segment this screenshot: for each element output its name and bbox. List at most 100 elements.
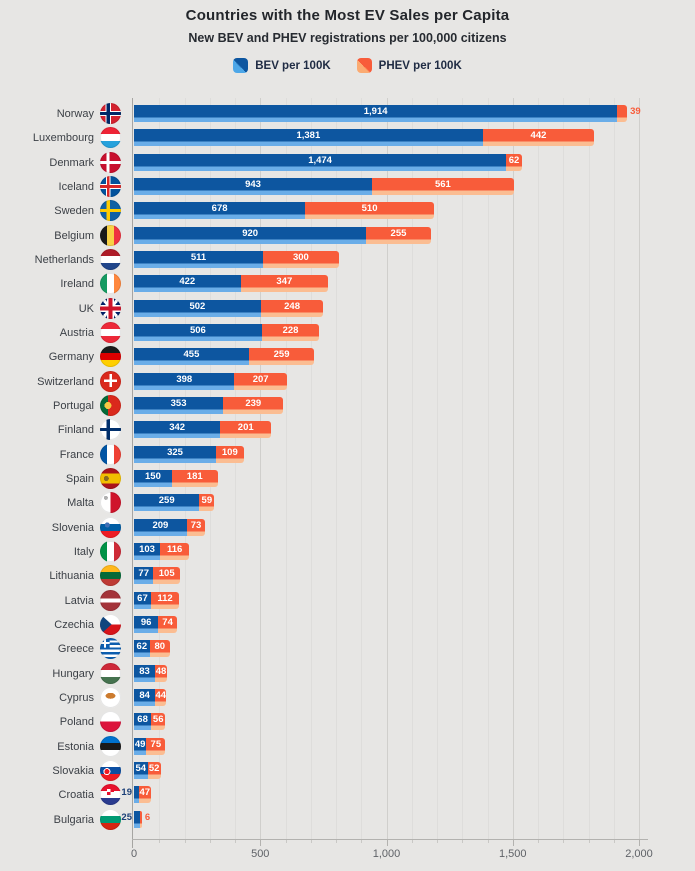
phev-value-label: 6 xyxy=(144,811,151,823)
chart-row: Bulgaria 25 6 xyxy=(0,808,695,832)
chart-row: Sweden 678 510 xyxy=(0,199,695,223)
bar-stack: 84 44 xyxy=(134,688,167,706)
bar-stack: 506 228 xyxy=(134,323,320,341)
italy-flag-icon xyxy=(100,540,121,562)
belgium-flag-icon xyxy=(100,224,121,246)
phev-value-label: 62 xyxy=(508,154,520,166)
bev-value-label: 62 xyxy=(136,641,148,653)
axis-minor-tick xyxy=(209,840,211,843)
phev-value-label: 347 xyxy=(276,276,293,288)
ireland-flag-icon xyxy=(100,273,121,295)
chart-title: Countries with the Most EV Sales per Cap… xyxy=(185,7,510,24)
bar-stack: 62 80 xyxy=(134,640,170,658)
axis-tick-label: 2,000 xyxy=(625,848,653,860)
bev-bar-segment xyxy=(134,786,139,804)
axis-minor-tick xyxy=(336,840,337,843)
country-label: Czechia xyxy=(54,618,94,631)
chart-row: Poland 68 56 xyxy=(0,710,695,734)
chart-row: Lithuania 77 105 xyxy=(0,564,695,588)
phev-value-label: 561 xyxy=(434,178,451,190)
bev-value-label: 103 xyxy=(139,543,155,555)
bev-bar-segment: 96 xyxy=(134,615,159,633)
bev-value-label: 353 xyxy=(170,397,187,409)
chart-row: UK 502 248 xyxy=(0,297,695,321)
chart-row: Spain 150 181 xyxy=(0,467,695,491)
chart-row: Denmark 1,474 62 xyxy=(0,151,695,175)
legend: BEV per 100K PHEV per 100K xyxy=(0,58,695,73)
bev-bar-segment xyxy=(134,810,141,828)
country-label: Italy xyxy=(73,545,94,558)
major-gridline xyxy=(639,98,640,839)
phev-bar-segment: 300 xyxy=(263,250,339,268)
bar-stack: 67 112 xyxy=(134,591,180,609)
chart-row: Ireland 422 347 xyxy=(0,272,695,296)
country-label: UK xyxy=(78,302,94,315)
bar-stack: 77 105 xyxy=(134,567,180,585)
bev-bar-segment: 150 xyxy=(134,469,172,487)
axis-minor-tick xyxy=(285,840,287,843)
bar-stack: 83 48 xyxy=(134,664,168,682)
country-label: Lithuania xyxy=(49,570,94,583)
phev-value-label: 52 xyxy=(148,762,160,774)
phev-value-label: 112 xyxy=(157,592,173,604)
phev-bar-segment: 73 xyxy=(186,518,206,536)
bar-stack: 943 561 xyxy=(134,177,514,195)
bev-bar-segment: 67 xyxy=(134,591,151,609)
country-label: Bulgaria xyxy=(53,813,94,826)
phev-value-label: 259 xyxy=(273,349,290,361)
phev-value-label: 239 xyxy=(245,397,262,409)
netherlands-flag-icon xyxy=(100,248,121,270)
axis-minor-tick xyxy=(563,840,565,843)
bar-stack: 1,381 442 xyxy=(134,129,595,147)
spain-flag-icon xyxy=(100,467,121,489)
bev-bar-segment: 54 xyxy=(134,761,148,779)
axis-minor-tick xyxy=(613,840,615,843)
country-label: Spain xyxy=(65,472,94,485)
chart-row: Hungary 83 48 xyxy=(0,662,695,686)
phev-bar-segment: 442 xyxy=(482,129,595,147)
bev-value-label: 209 xyxy=(152,519,169,531)
chart-row: Cyprus 84 44 xyxy=(0,686,695,710)
bar-stack: 209 73 xyxy=(134,518,206,536)
country-label: Croatia xyxy=(58,789,94,802)
axis-minor-tick xyxy=(310,840,312,843)
country-label: Portugal xyxy=(53,399,94,412)
phev-bar-segment: 347 xyxy=(240,275,329,293)
phev-value-label: 44 xyxy=(155,689,167,701)
chart-row: Germany 455 259 xyxy=(0,345,695,369)
bev-bar-segment: 342 xyxy=(134,421,221,439)
phev-bar-segment xyxy=(617,105,628,122)
bev-bar-segment: 353 xyxy=(134,396,224,414)
phev-value-label: 207 xyxy=(252,373,269,385)
iceland-flag-icon xyxy=(100,175,121,197)
bev-bar-segment: 422 xyxy=(134,275,241,293)
chart-row: Portugal 353 239 xyxy=(0,394,695,418)
bev-bar-segment: 455 xyxy=(134,348,249,366)
chart-row: Slovakia 54 52 xyxy=(0,759,695,783)
bar-stack: 398 207 xyxy=(134,372,287,390)
phev-bar-segment: 48 xyxy=(154,664,168,682)
country-label: Greece xyxy=(57,643,94,656)
bev-bar-segment: 325 xyxy=(134,445,217,463)
phev-bar-segment: 112 xyxy=(150,591,180,609)
bev-value-label: 77 xyxy=(138,568,149,580)
axis-tick xyxy=(260,840,262,846)
phev-value-label: 116 xyxy=(166,543,183,555)
hungary-flag-icon xyxy=(100,662,121,684)
axis-tick-label: 500 xyxy=(251,848,270,860)
phev-bar-segment: 248 xyxy=(260,299,324,317)
phev-bar-segment: 74 xyxy=(158,615,177,633)
bar-stack: 54 52 xyxy=(134,761,161,779)
country-label: Slovenia xyxy=(51,521,94,534)
country-label: Belgium xyxy=(54,229,94,242)
axis-tick xyxy=(639,840,640,846)
bev-bar-segment: 678 xyxy=(134,202,306,220)
phev-value-label: 248 xyxy=(284,300,300,312)
phev-value-label: 181 xyxy=(186,470,203,482)
bev-bar-segment: 920 xyxy=(134,226,367,244)
phev-bar-segment xyxy=(140,810,142,828)
greece-flag-icon xyxy=(100,638,121,660)
phev-value-label: 510 xyxy=(361,203,378,215)
phev-value-label: 48 xyxy=(155,665,167,677)
